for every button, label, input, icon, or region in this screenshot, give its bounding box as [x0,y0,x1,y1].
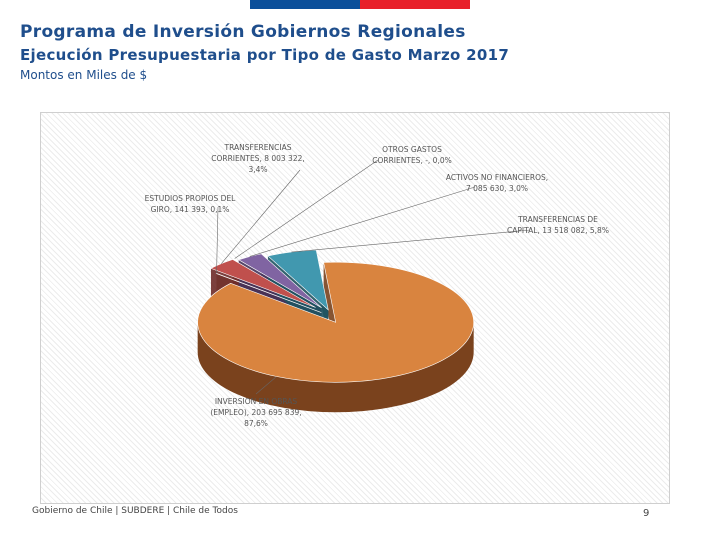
slice-label-2-line-2: 3,4% [248,165,267,174]
slice-label-1: ESTUDIOS PROPIOS DEL GIRO, 141 393, 0,1% [145,194,237,214]
leader-line-5 [291,229,531,253]
slice-label-0-line-1: (EMPLEO), 203 695 839, [210,408,301,417]
units-note: Montos en Miles de $ [20,68,148,82]
slice-label-3-line-1: CORRIENTES, -, 0,0% [372,156,452,165]
slice-label-2: TRANSFERENCIAS CORRIENTES, 8 003 322, 3,4% [211,143,305,174]
page-title: Programa de Inversión Gobiernos Regional… [20,22,466,42]
pie-labels: INVERSION EN OBRAS (EMPLEO), 203 695 839,… [145,143,609,428]
slice-label-1-line-0: ESTUDIOS PROPIOS DEL [145,194,237,203]
flag-bar [250,0,470,9]
leader-line-0 [255,377,276,395]
slice-label-3-line-0: OTROS GASTOS [382,145,442,154]
flag-red [360,0,470,9]
slice-label-0: INVERSION EN OBRAS (EMPLEO), 203 695 839,… [210,397,301,428]
slice-label-2-line-1: CORRIENTES, 8 003 322, [211,154,305,163]
page-number: 9 [643,508,650,519]
slice-label-1-line-1: GIRO, 141 393, 0,1% [151,205,230,214]
flag-blue [250,0,360,9]
slice-label-4: ACTIVOS NO FINANCIEROS, 7 085 630, 3,0% [446,173,548,193]
slice-label-3: OTROS GASTOS CORRIENTES, -, 0,0% [372,145,452,165]
slice-label-0-line-0: INVERSION EN OBRAS [215,397,298,406]
slice-label-4-line-1: 7 085 630, 3,0% [466,184,528,193]
slice-label-4-line-0: ACTIVOS NO FINANCIEROS, [446,173,548,182]
page-subtitle: Ejecución Presupuestaria por Tipo de Gas… [20,46,510,64]
leader-line-2 [221,169,301,264]
slice-label-5-line-1: CAPITAL, 13 518 082, 5,8% [507,226,609,235]
leader-line-1 [216,206,219,274]
pie-slice-0 [197,261,474,383]
footer-text: Gobierno de Chile | SUBDERE | Chile de T… [32,506,238,516]
slice-label-2-line-0: TRANSFERENCIAS [224,143,292,152]
leader-line-3 [234,159,379,259]
pie-side-wall-0-0 [197,322,474,413]
slice-label-5-line-0: TRANSFERENCIAS DE [517,215,598,224]
leader-line-4 [249,186,476,257]
pie-slices [197,249,474,383]
slice-label-0-line-2: 87,6% [244,419,268,428]
slice-label-5: TRANSFERENCIAS DE CAPITAL, 13 518 082, 5,… [507,215,609,235]
